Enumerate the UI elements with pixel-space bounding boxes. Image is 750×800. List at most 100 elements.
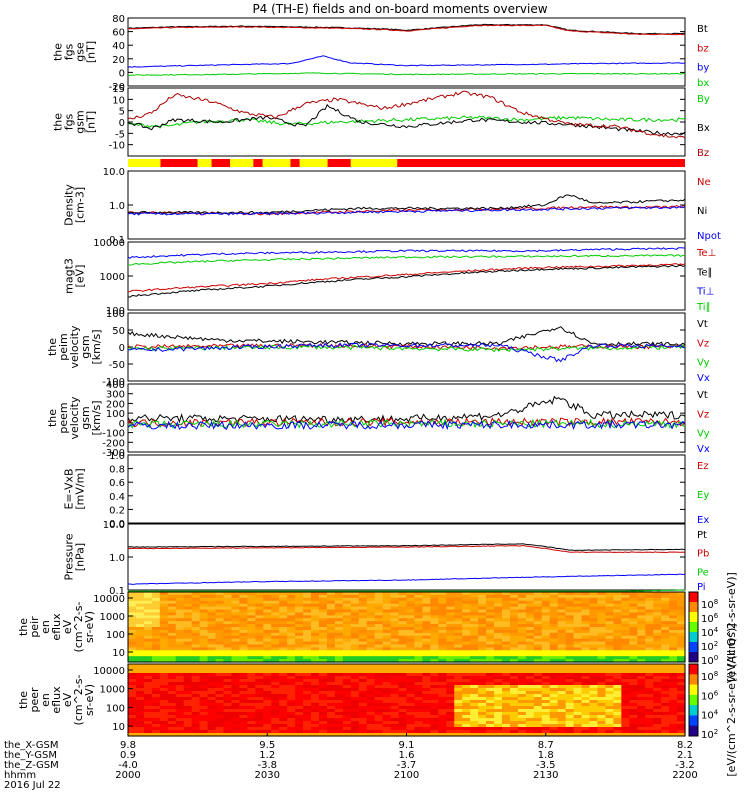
spectrogram-cell — [390, 650, 400, 654]
spectrogram-cell — [151, 592, 161, 596]
spectrogram-cell — [454, 724, 463, 728]
spectrogram-cell — [263, 715, 272, 719]
spectrogram-cell — [342, 709, 352, 713]
x-axis-tick-label: 0.9 — [120, 750, 136, 761]
spectrogram-cell — [167, 615, 177, 619]
spectrogram-cell — [215, 644, 225, 649]
spectrogram-cell — [311, 650, 320, 654]
spectrogram-cell — [629, 694, 638, 698]
spectrogram-cell — [677, 718, 686, 722]
spectrogram-cell — [326, 673, 336, 677]
spectrogram-cell — [271, 715, 280, 719]
spectrogram-cell — [318, 621, 328, 625]
spectrogram-cell — [382, 664, 392, 668]
spectrogram-cell — [557, 606, 567, 611]
spectrogram-cell — [279, 594, 288, 599]
spectrogram-cell — [151, 691, 161, 695]
spectrogram-cell — [366, 691, 376, 695]
spectrogram-cell — [565, 685, 575, 689]
spectrogram-cell — [175, 592, 185, 596]
spectrogram-cell — [207, 667, 217, 671]
spectrogram-cell — [541, 615, 551, 619]
spectrogram-cell — [525, 667, 535, 671]
spectrogram-cell — [478, 644, 487, 649]
spectrogram-cell — [199, 597, 209, 602]
spectrogram-cell — [374, 618, 384, 622]
spectrogram-cell — [549, 624, 559, 628]
spectrogram-cell — [143, 641, 153, 646]
spectrogram-cell — [271, 727, 280, 731]
spectrogram-cell — [167, 670, 177, 674]
spectrogram-cell — [318, 682, 328, 686]
spectrogram-cell — [167, 629, 177, 634]
spectrogram-cell — [199, 721, 209, 725]
spectrogram-cell — [661, 730, 670, 734]
spectrogram-cell — [159, 703, 169, 707]
spectrogram-cell — [366, 635, 376, 640]
spectrogram-cell — [303, 664, 312, 668]
spectrogram-cell — [279, 703, 288, 707]
spectrogram-cell — [454, 627, 463, 631]
spectrogram-cell — [398, 615, 408, 619]
spectrogram-cell — [128, 600, 137, 605]
spectrogram-cell — [589, 703, 599, 707]
spectrogram-cell — [334, 656, 344, 660]
spectrogram-cell — [565, 724, 575, 728]
spectrogram-cell — [462, 688, 471, 692]
y-axis-label-line: [nT] — [85, 111, 98, 133]
spectrogram-cell — [645, 606, 654, 611]
spectrogram-cell — [541, 659, 551, 663]
spectrogram-cell — [565, 730, 575, 734]
spectrogram-cell — [207, 656, 217, 660]
spectrogram-cell — [350, 679, 360, 683]
spectrogram-cell — [486, 679, 495, 683]
spectrogram-cell — [677, 644, 686, 649]
spectrogram-cell — [342, 676, 352, 680]
spectrogram-cell — [669, 653, 678, 657]
spectrogram-cell — [366, 641, 376, 646]
spectrogram-cell — [175, 727, 185, 731]
spectrogram-cell — [366, 727, 376, 731]
legend-label: Bz — [697, 148, 709, 159]
spectrogram-cell — [470, 632, 479, 637]
spectrogram-cell — [247, 706, 256, 710]
spectrogram-cell — [589, 641, 599, 646]
spectrogram-cell — [494, 724, 503, 728]
spectrogram-cell — [454, 682, 463, 686]
spectrogram-cell — [223, 592, 233, 596]
spectrogram-cell — [478, 594, 487, 599]
spectrogram-cell — [167, 618, 177, 622]
spectrogram-cell — [557, 612, 567, 616]
spectrogram-cell — [215, 715, 225, 719]
spectrogram-cell — [581, 629, 591, 634]
spectrogram-cell — [565, 629, 575, 634]
spectrogram-cell — [549, 629, 559, 634]
y-axis-label-line: magt3 — [63, 258, 76, 294]
spectrogram-cell — [159, 656, 169, 660]
spectrogram-cell — [318, 709, 328, 713]
spectrogram-cell — [287, 600, 296, 605]
spectrogram-cell — [589, 697, 599, 701]
spectrogram-cell — [597, 600, 607, 605]
y-tick-label: 40 — [112, 41, 125, 52]
spectrogram-cell — [589, 603, 599, 608]
spectrogram-cell — [430, 618, 439, 622]
spectrogram-cell — [621, 727, 630, 731]
spectrogram-cell — [135, 629, 145, 634]
spectrogram-cell — [557, 592, 567, 596]
spectrogram-cell — [565, 638, 575, 643]
y-axis-label-line: Pressure — [63, 533, 76, 580]
spectrogram-cell — [470, 682, 479, 686]
spectrogram-cell — [255, 709, 264, 713]
spectrogram-cell — [621, 673, 630, 677]
spectrogram-cell — [183, 703, 193, 707]
spectrogram-cell — [143, 627, 153, 631]
spectrogram-cell — [287, 727, 296, 731]
spectrogram-cell — [135, 679, 145, 683]
spectrogram-cell — [494, 624, 503, 628]
spectrogram-cell — [183, 679, 193, 683]
spectrogram-cell — [311, 603, 320, 608]
spectrogram-cell — [653, 670, 662, 674]
spectrogram-cell — [382, 629, 392, 634]
spectrogram-cell — [478, 609, 487, 614]
